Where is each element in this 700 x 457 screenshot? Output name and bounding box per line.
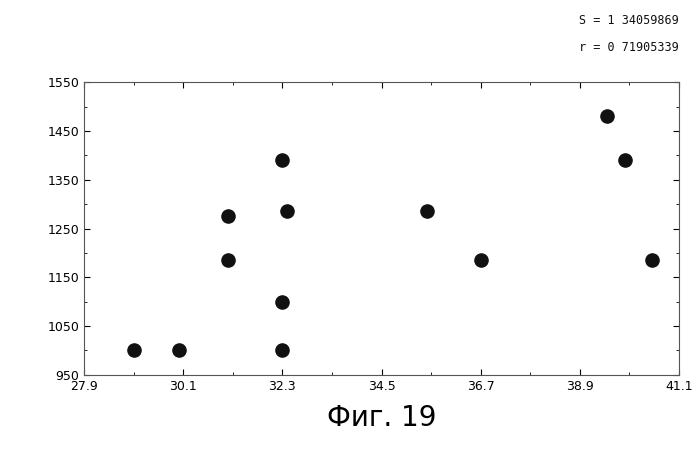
Point [281,208,293,215]
Point [646,256,657,264]
Point [223,256,234,264]
Point [173,347,184,354]
Text: S = 1 34059869: S = 1 34059869 [580,14,679,27]
Point [475,256,486,264]
Point [421,208,432,215]
Point [276,347,288,354]
Point [601,113,612,120]
Point [223,213,234,220]
X-axis label: Фиг. 19: Фиг. 19 [327,404,436,432]
Point [128,347,139,354]
Point [620,157,631,164]
Point [276,298,288,305]
Point [276,157,288,164]
Text: r = 0 71905339: r = 0 71905339 [580,41,679,54]
